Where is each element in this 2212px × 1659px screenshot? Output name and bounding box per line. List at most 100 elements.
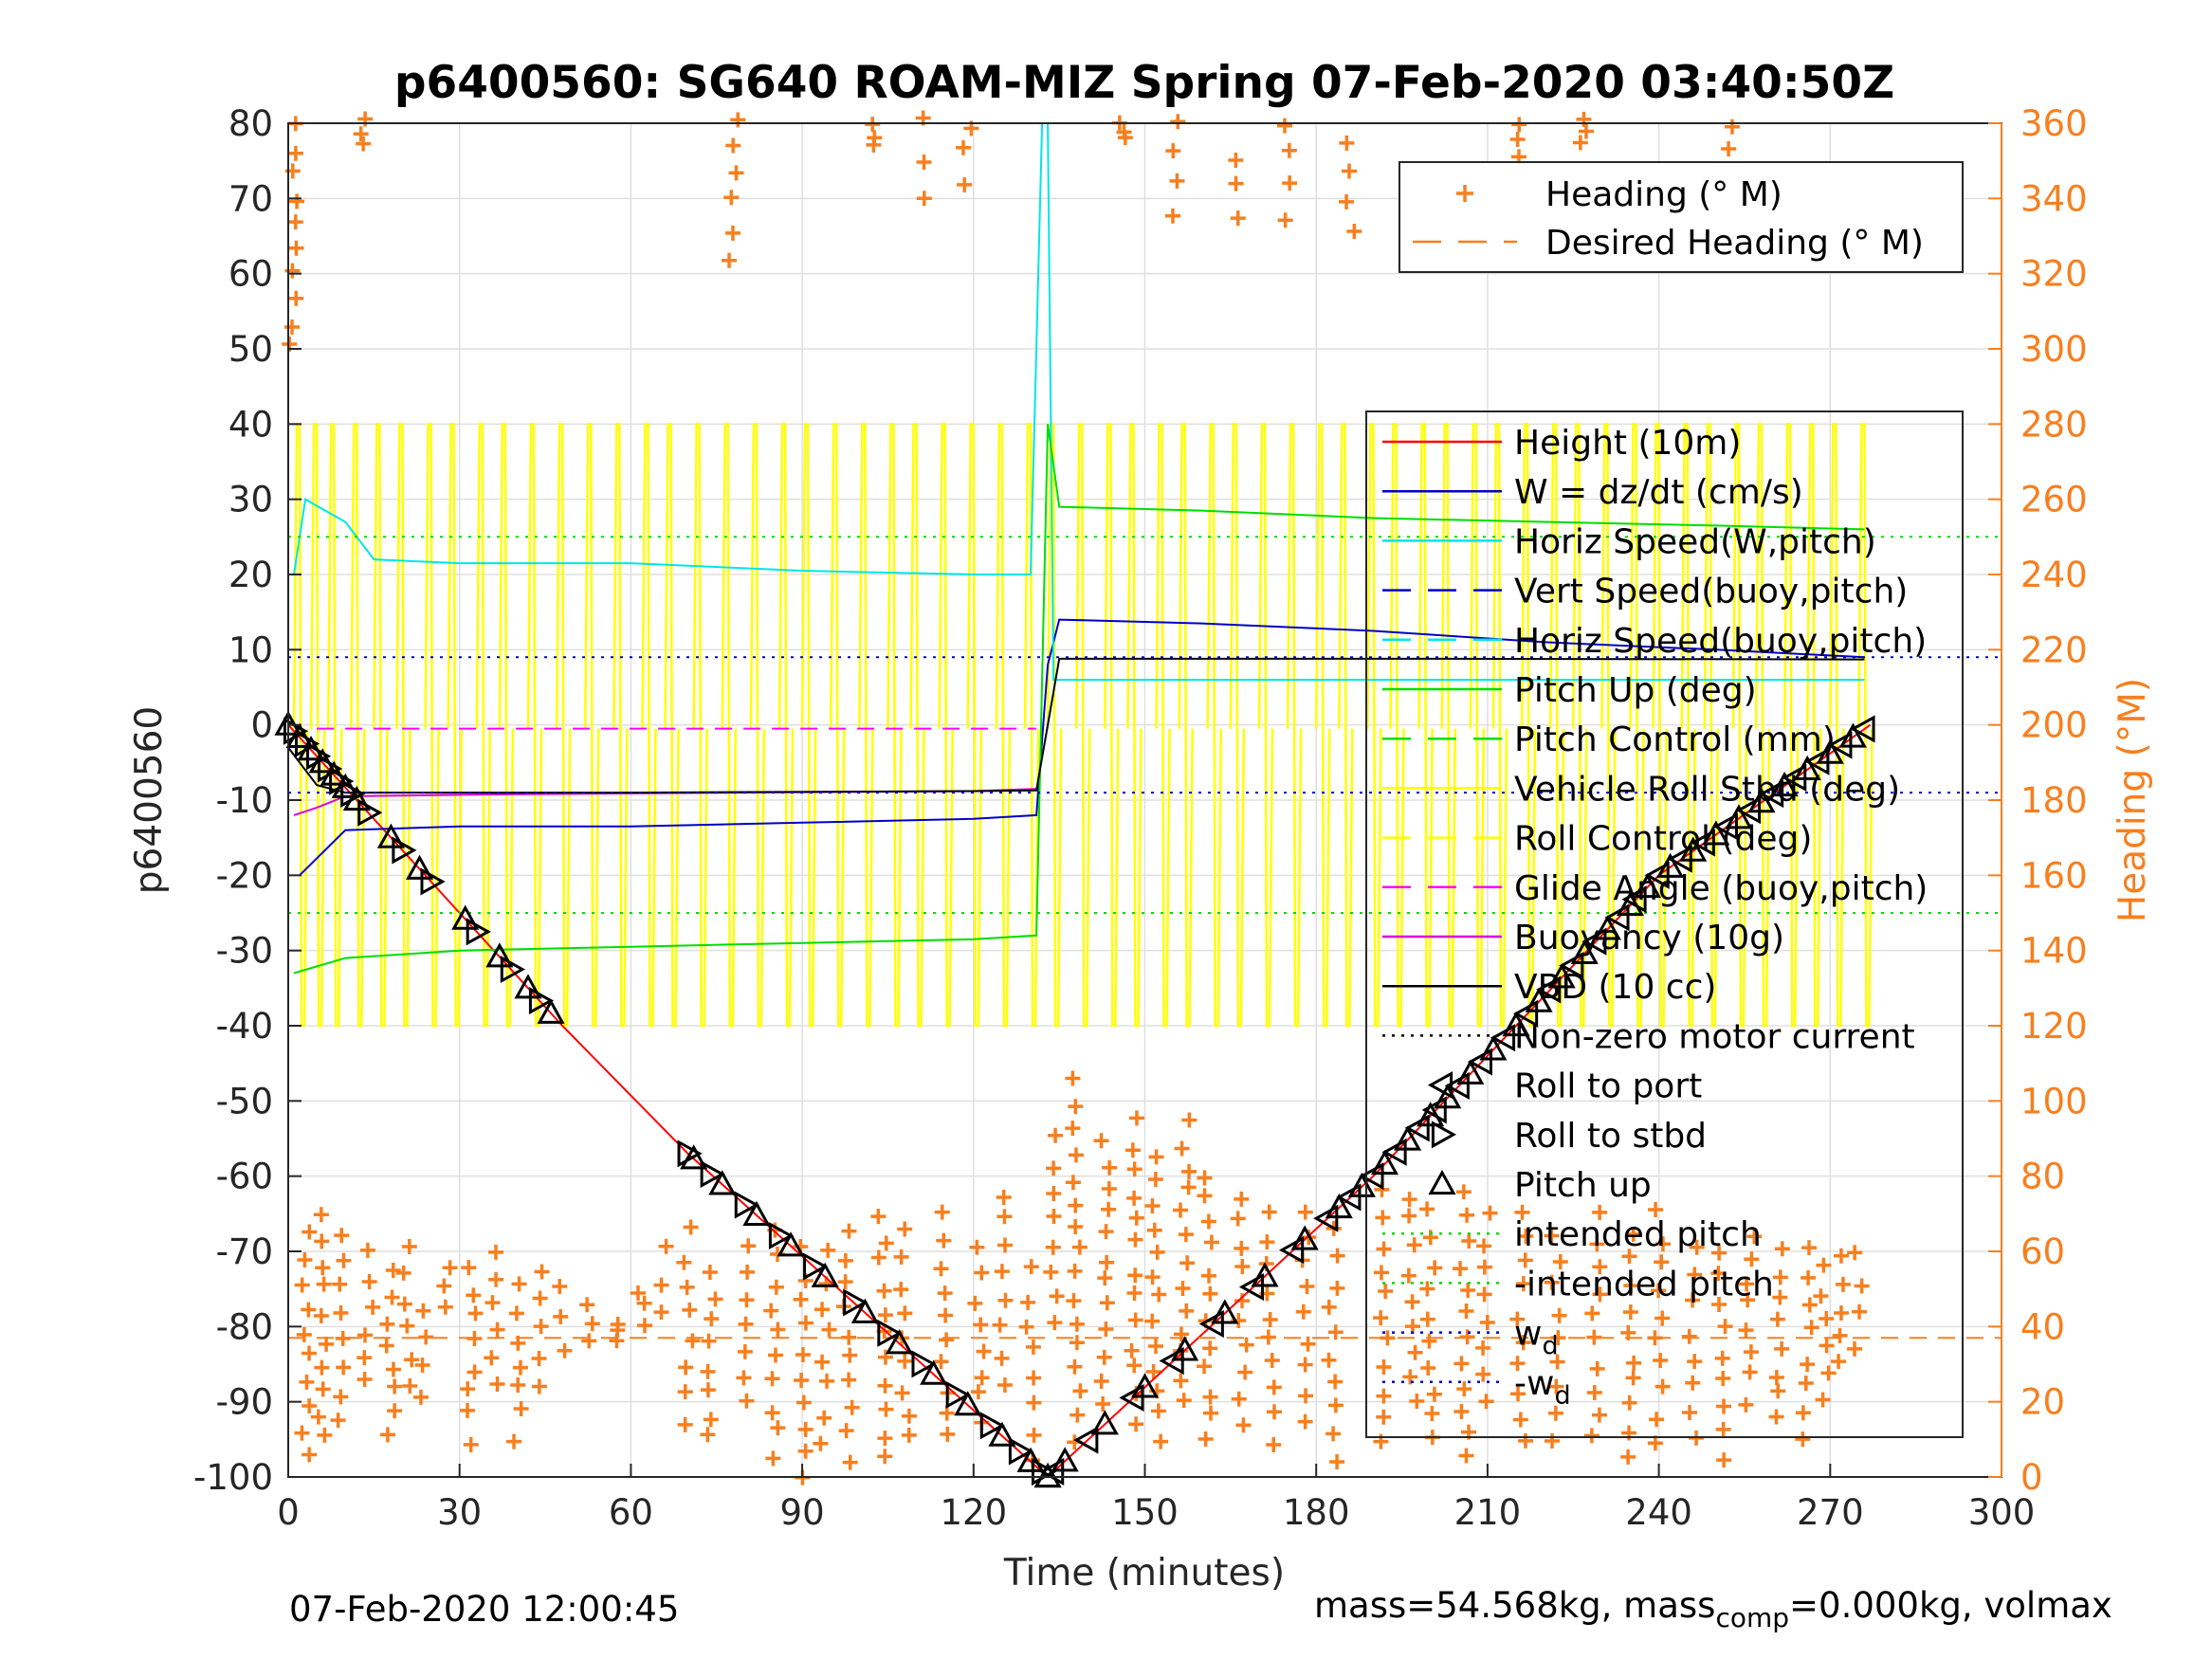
roll-spike bbox=[1257, 423, 1274, 1028]
heading-point bbox=[737, 1343, 753, 1359]
heading-point bbox=[1151, 1286, 1167, 1303]
heading-point bbox=[313, 1307, 329, 1323]
heading-point bbox=[1654, 1310, 1671, 1326]
heading-point bbox=[1586, 1384, 1602, 1400]
heading-point bbox=[1099, 1295, 1115, 1311]
heading-point bbox=[1742, 1364, 1758, 1380]
heading-point bbox=[387, 1403, 403, 1419]
heading-point bbox=[1375, 1210, 1391, 1226]
heading-point bbox=[333, 1389, 349, 1405]
heading-point bbox=[284, 263, 301, 279]
roll-spike bbox=[424, 423, 440, 1028]
legend-label: wd bbox=[1514, 1315, 1559, 1361]
heading-point bbox=[1149, 1244, 1165, 1260]
legend-label: Heading (° M) bbox=[1545, 175, 1782, 214]
heading-point bbox=[1018, 1319, 1034, 1335]
right-tick-label: 280 bbox=[2020, 404, 2088, 445]
heading-point bbox=[1654, 1378, 1671, 1395]
legend-label: -wd bbox=[1514, 1364, 1571, 1411]
heading-point bbox=[1801, 1297, 1818, 1313]
roll-spike bbox=[966, 423, 983, 1028]
heading-point bbox=[933, 1261, 949, 1277]
heading-point bbox=[1592, 1286, 1608, 1303]
right-tick-label: 240 bbox=[2020, 555, 2088, 595]
heading-point bbox=[1510, 1386, 1526, 1402]
x-tick-label: 180 bbox=[1283, 1492, 1350, 1533]
legend-label: Vehicle Roll Stbd (deg) bbox=[1514, 770, 1900, 809]
heading-point bbox=[1321, 1352, 1337, 1368]
heading-point bbox=[1424, 1405, 1440, 1421]
heading-point bbox=[1101, 1201, 1117, 1217]
heading-point bbox=[1342, 163, 1358, 179]
heading-point bbox=[317, 1427, 333, 1443]
heading-point bbox=[489, 1376, 505, 1393]
heading-point bbox=[1065, 1175, 1081, 1191]
heading-point bbox=[1098, 1224, 1114, 1240]
heading-point bbox=[1548, 1378, 1564, 1395]
heading-point bbox=[415, 1303, 431, 1319]
heading-point bbox=[1772, 1269, 1788, 1285]
right-tick-label: 180 bbox=[2020, 780, 2088, 821]
heading-point bbox=[1148, 1149, 1164, 1165]
heading-point bbox=[1681, 1328, 1697, 1344]
heading-point bbox=[1178, 1227, 1194, 1243]
heading-point bbox=[1096, 1349, 1112, 1365]
heading-point bbox=[957, 176, 973, 192]
heading-point bbox=[739, 1292, 755, 1308]
motor-marker bbox=[1090, 1410, 1119, 1435]
heading-point bbox=[334, 1228, 350, 1244]
heading-point bbox=[939, 1405, 955, 1421]
legend-label: VBD (10 cc) bbox=[1514, 968, 1716, 1007]
motor-marker bbox=[680, 1144, 708, 1170]
heading-point bbox=[1774, 1340, 1790, 1357]
heading-point bbox=[1231, 1391, 1247, 1407]
heading-point bbox=[794, 1372, 810, 1388]
motor-marker bbox=[803, 1252, 829, 1281]
heading-point bbox=[1295, 1304, 1311, 1320]
roll-spike bbox=[1074, 423, 1091, 1028]
heading-point bbox=[877, 1349, 893, 1365]
heading-point bbox=[385, 1361, 401, 1377]
heading-point bbox=[1801, 1240, 1817, 1256]
heading-point bbox=[1549, 1354, 1565, 1370]
heading-point bbox=[1093, 1373, 1109, 1389]
heading-point bbox=[1266, 1404, 1282, 1420]
heading-point bbox=[1476, 1238, 1492, 1254]
heading-point bbox=[294, 1277, 310, 1293]
heading-point bbox=[1458, 1448, 1474, 1464]
y-tick-label: -50 bbox=[216, 1081, 273, 1121]
heading-point bbox=[1099, 1254, 1115, 1270]
legend-label: Height (10m) bbox=[1514, 424, 1741, 463]
heading-point bbox=[466, 1364, 483, 1380]
y-tick-label: 40 bbox=[229, 404, 273, 445]
heading-point bbox=[1277, 212, 1293, 228]
heading-point bbox=[1339, 193, 1355, 210]
heading-point bbox=[488, 1271, 504, 1287]
heading-point bbox=[724, 225, 740, 241]
heading-point bbox=[814, 1354, 831, 1370]
heading-point bbox=[940, 1426, 956, 1442]
heading-point bbox=[356, 1372, 373, 1388]
roll-spike bbox=[583, 423, 600, 1028]
legend-marker bbox=[1427, 1071, 1453, 1100]
heading-point bbox=[701, 1333, 717, 1349]
heading-point bbox=[1738, 1396, 1754, 1413]
heading-point bbox=[532, 1290, 548, 1306]
heading-point bbox=[974, 1265, 990, 1281]
chart-title: p6400560: SG640 ROAM-MIZ Spring 07-Feb-2… bbox=[394, 57, 1894, 109]
heading-point bbox=[1514, 1204, 1530, 1220]
heading-point bbox=[1509, 131, 1526, 147]
heading-point bbox=[867, 130, 883, 146]
heading-point bbox=[1175, 1280, 1191, 1296]
roll-spike bbox=[1680, 423, 1696, 1028]
heading-point bbox=[484, 1295, 501, 1311]
heading-point bbox=[1373, 1265, 1389, 1281]
roll-spike bbox=[909, 423, 925, 1028]
heading-point bbox=[1715, 1421, 1731, 1437]
heading-point bbox=[1402, 1369, 1418, 1385]
motor-marker bbox=[1359, 1162, 1384, 1191]
right-tick-label: 40 bbox=[2020, 1306, 2065, 1347]
roll-spike bbox=[1754, 423, 1771, 1028]
heading-point bbox=[506, 1433, 522, 1449]
heading-point bbox=[1714, 1350, 1730, 1366]
